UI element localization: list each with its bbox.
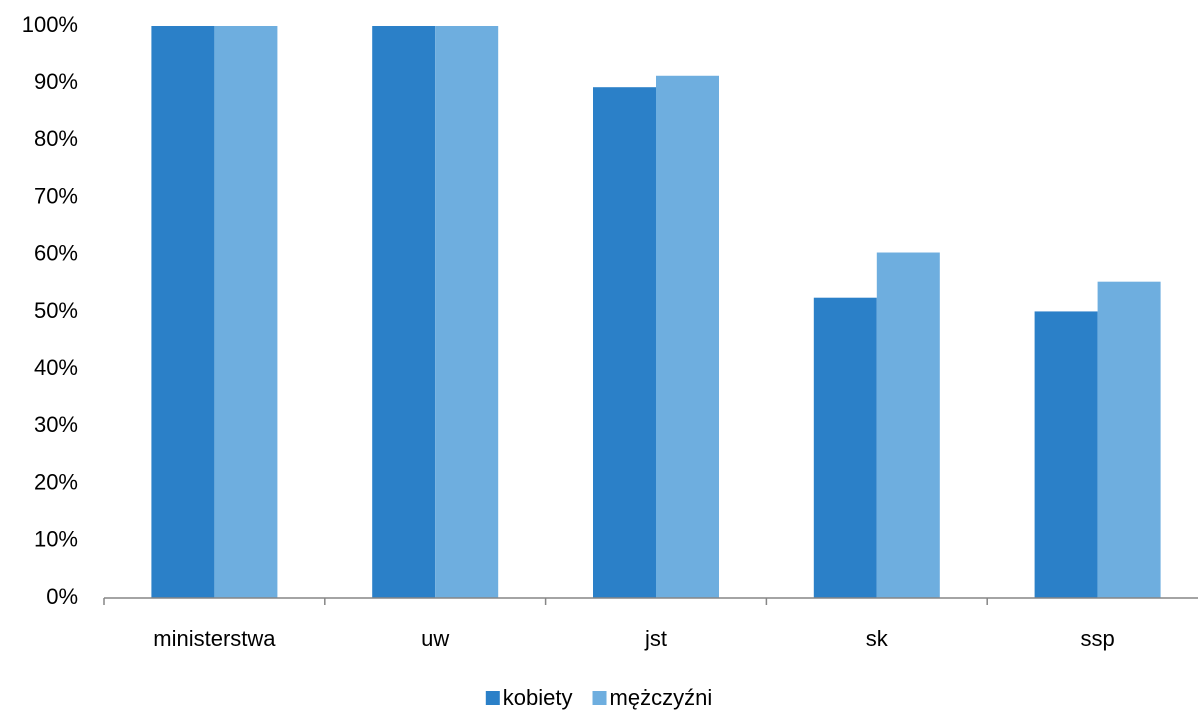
x-tick-label: uw [421, 626, 449, 651]
legend-label: kobiety [503, 685, 573, 710]
y-tick-label: 80% [34, 126, 78, 151]
bar [593, 87, 656, 598]
y-tick-label: 100% [22, 12, 78, 37]
legend-swatch [485, 691, 500, 705]
x-tick-label: ssp [1080, 626, 1114, 651]
bar [214, 26, 278, 598]
x-tick-label: ministerstwa [153, 626, 276, 651]
bar [1097, 281, 1161, 598]
bar [1034, 311, 1098, 598]
bar [813, 297, 877, 598]
bar [372, 26, 436, 598]
y-tick-label: 20% [34, 469, 78, 494]
y-tick-label: 40% [34, 355, 78, 380]
x-tick-label: sk [866, 626, 889, 651]
legend-swatch [592, 691, 607, 705]
bar [876, 252, 940, 598]
bar [656, 75, 719, 599]
bar [435, 26, 499, 598]
y-tick-label: 0% [46, 584, 78, 609]
legend-label: mężczyźni [610, 685, 713, 710]
bar [151, 26, 215, 598]
legend: kobiety mężczyźni [485, 685, 713, 710]
y-tick-label: 50% [34, 298, 78, 323]
y-tick-label: 90% [34, 69, 78, 94]
y-tick-label: 10% [34, 527, 78, 552]
x-tick-label: jst [644, 626, 667, 651]
y-tick-label: 60% [34, 241, 78, 266]
y-tick-label: 30% [34, 412, 78, 437]
y-tick-label: 70% [34, 183, 78, 208]
